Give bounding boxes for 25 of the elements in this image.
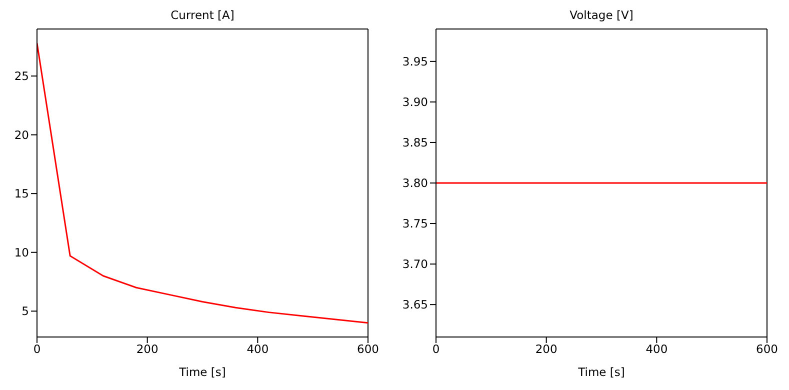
x-tick-label: 0 [33, 342, 41, 356]
x-tick-label: 600 [357, 342, 379, 356]
y-tick-label: 3.65 [402, 298, 428, 312]
x-tick-label: 200 [535, 342, 558, 356]
y-tick-label: 15 [14, 186, 29, 201]
x-tick-label: 400 [646, 342, 668, 356]
y-tick-label: 10 [14, 245, 29, 260]
y-tick-label: 3.85 [402, 136, 428, 150]
y-tick-label: 3.90 [402, 95, 428, 110]
x-axis-title: Time [s] [178, 365, 226, 379]
y-tick-label: 25 [14, 69, 29, 84]
x-axis-title: Time [s] [577, 365, 625, 379]
y-tick-label: 3.95 [402, 54, 428, 69]
y-tick-label: 3.70 [402, 257, 428, 272]
x-tick-label: 0 [432, 342, 440, 356]
y-tick-label: 3.75 [402, 216, 428, 231]
y-tick-label: 5 [22, 304, 29, 318]
x-tick-label: 600 [756, 342, 778, 356]
chart-title: Voltage [V] [568, 8, 634, 22]
line-series [37, 42, 368, 324]
y-tick-label: 20 [14, 128, 29, 142]
x-tick-label: 400 [246, 342, 269, 356]
x-tick-label: 200 [136, 342, 158, 356]
y-tick-label: 3.80 [402, 176, 428, 190]
chart-title: Current [A] [170, 8, 236, 22]
